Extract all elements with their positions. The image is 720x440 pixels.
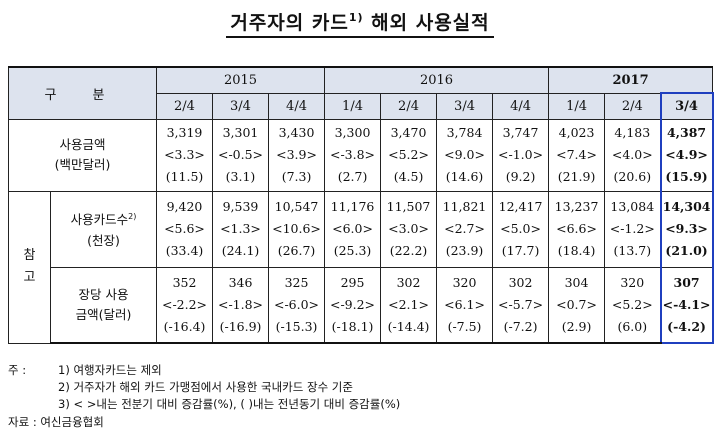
title-superscript: 1)	[348, 11, 364, 24]
table-cell: 320 <6.1> (-7.5)	[436, 266, 494, 344]
header-quarter: 1/4	[324, 92, 382, 120]
table-cell: 302 <2.1> (-14.4)	[380, 266, 438, 344]
footnote-line: 3) < >내는 전분기 대비 증감률(%), ( )내는 전년동기 대비 증감…	[58, 397, 401, 411]
table-cell: 9,539 <1.3> (24.1)	[212, 190, 269, 268]
card-usage-table: 구 분 2015 2016 2017 2/4 3/4 4/4 1/4 2/4 3…	[8, 66, 714, 344]
table-cell: 3,784 <9.0> (14.6)	[436, 118, 494, 192]
footnote-line: 1) 여행자카드는 제외	[58, 363, 162, 377]
table-cell: 4,183 <4.0> (20.6)	[604, 118, 662, 192]
table-cell-current: 307 <-4.1> (-4.2)	[659, 266, 714, 344]
header-gubun: 구 분	[8, 66, 157, 120]
table-cell: 11,821 <2.7> (23.9)	[436, 190, 494, 268]
table-cell: 302 <-5.7> (-7.2)	[492, 266, 550, 344]
header-quarter-current: 3/4	[659, 92, 714, 120]
header-quarter: 2/4	[156, 92, 213, 120]
table-cell: 3,430 <3.9> (7.3)	[267, 118, 326, 192]
title-text: 거주자의 카드	[230, 12, 349, 34]
header-quarter: 1/4	[548, 92, 606, 120]
table-cell: 346 <-1.8> (-16.9)	[212, 266, 269, 344]
table-cell: 304 <0.7> (2.9)	[548, 266, 606, 344]
header-year-2016: 2016	[324, 66, 550, 94]
table-cell: 13,084 <-1.2> (13.7)	[604, 190, 662, 268]
table-row: 사용금액 (백만달러) 3,319 <3.3> (11.5) 3,301 <-0.5>…	[8, 118, 714, 192]
table-cell: 352 <-2.2> (-16.4)	[156, 266, 213, 344]
table-cell: 4,023 <7.4> (21.9)	[548, 118, 606, 192]
table-cell: 3,319 <3.3> (11.5)	[156, 118, 213, 192]
header-quarter: 3/4	[436, 92, 494, 120]
table-cell: 3,301 <-0.5> (3.1)	[212, 118, 269, 192]
row-label: 장당 사용 금액(달러)	[50, 266, 157, 344]
table-row: 장당 사용 금액(달러) 352 <-2.2> (-16.4) 346 <-1.8>(…	[9, 266, 714, 344]
footnote-key: 주 :	[8, 363, 27, 377]
header-quarter: 3/4	[212, 92, 269, 120]
header-quarter: 2/4	[380, 92, 438, 120]
table-cell: 3,470 <5.2> (4.5)	[380, 118, 438, 192]
table-cell: 295 <-9.2> (-18.1)	[324, 266, 382, 344]
header-quarter: 2/4	[604, 92, 662, 120]
table-cell-current: 4,387 <4.9> (15.9)	[659, 118, 714, 192]
table-cell: 11,176 <6.0> (25.3)	[324, 190, 382, 268]
table-cell: 12,417 <5.0> (17.7)	[492, 190, 550, 268]
table-cell: 3,747 <-1.0> (9.2)	[492, 118, 550, 192]
footnotes: 주 : 1) 여행자카드는 제외 2) 거주자가 해외 카드 가맹점에서 사용한 …	[8, 362, 712, 413]
row-label: 사용금액 (백만달러)	[8, 118, 157, 192]
table-cell: 3,300 <-3.8> (2.7)	[324, 118, 382, 192]
header-quarter: 4/4	[267, 92, 326, 120]
title-rest: 해외 사용실적	[363, 12, 490, 34]
table-cell-current: 14,304 <9.3> (21.0)	[659, 190, 714, 268]
source-note: 자료 : 여신금융협회	[8, 415, 104, 429]
table-cell: 10,547 <10.6> (26.7)	[267, 190, 326, 268]
table-cell: 9,420 <5.6> (33.4)	[156, 190, 213, 268]
table-cell: 13,237 <6.6> (18.4)	[548, 190, 606, 268]
header-quarter: 4/4	[492, 92, 550, 120]
header-year-2017: 2017	[548, 66, 714, 94]
page-title: 거주자의 카드1) 해외 사용실적	[0, 8, 720, 38]
header-year-2015: 2015	[155, 66, 326, 94]
table-cell: 11,507 <3.0> (22.2)	[380, 190, 438, 268]
table-cell: 325 <-6.0> (-15.3)	[267, 266, 326, 344]
row-label: 사용카드수2) (천장)	[50, 190, 157, 268]
footnote-line: 2) 거주자가 해외 카드 가맹점에서 사용한 국내카드 장수 기준	[58, 380, 353, 394]
table-cell: 320 <5.2> (6.0)	[604, 266, 662, 344]
